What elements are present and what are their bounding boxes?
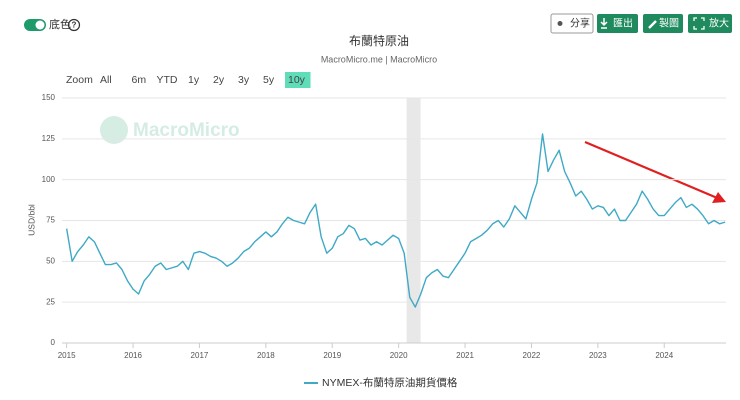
data-line [65, 133, 726, 308]
zoom-option: All [100, 74, 112, 86]
button-label: 分享 [570, 17, 590, 30]
icon [693, 17, 705, 30]
button-box [597, 14, 638, 33]
button-label: 匯出 [613, 17, 633, 30]
zoom-button[interactable]: 6m [132, 74, 147, 86]
watermark: MacroMicro [100, 116, 240, 144]
trend-arrowhead [712, 192, 726, 203]
share-button[interactable]: 分享 [550, 13, 594, 34]
watermark-text: MacroMicro [133, 120, 240, 141]
zoom-option: 3y [238, 74, 250, 86]
zoom-option: 2y [213, 74, 225, 86]
y-tick-label: 100 [42, 175, 56, 184]
y-tick-label: 25 [46, 297, 55, 306]
zoom-selected-bg [285, 72, 311, 88]
icon [557, 21, 563, 26]
chart-title: 布蘭特原油 [349, 33, 409, 48]
x-tick-label: 2016 [124, 351, 142, 360]
zoom-label: Zoom [66, 74, 93, 86]
zoom-button[interactable]: 3y [238, 74, 250, 86]
legend-item[interactable]: NYMEX-布蘭特原油期貨價格 [304, 376, 458, 389]
x-tick-label: 2015 [58, 351, 76, 360]
x-tick-label: 2023 [589, 351, 607, 360]
x-tick-label: 2017 [191, 351, 209, 360]
icon [648, 20, 657, 29]
help-icon[interactable] [67, 18, 81, 32]
zoom-option: 1y [188, 74, 200, 86]
watermark-logo [100, 116, 128, 144]
zoom-option: 10y [288, 74, 306, 86]
zoom-button[interactable]: YTD [157, 74, 178, 86]
y-tick-label: 0 [51, 338, 56, 347]
trend-arrow [584, 140, 723, 202]
zoom-option: 6m [132, 74, 147, 86]
y-tick-label: 125 [42, 134, 56, 143]
toggle-knob [35, 20, 45, 30]
zoom-option: YTD [157, 74, 178, 86]
x-tick-label: 2022 [523, 351, 541, 360]
button-box [550, 13, 594, 34]
draw-button[interactable]: 製圖 [643, 14, 683, 33]
button-box [643, 14, 683, 33]
expand-button[interactable]: 放大 [688, 14, 732, 33]
button-box [688, 14, 732, 33]
y-tick-label: 75 [46, 216, 55, 225]
button-label: 放大 [709, 17, 729, 30]
zoom-button[interactable]: All [100, 74, 112, 86]
button-label: 製圖 [659, 17, 679, 30]
chart-subtitle: MacroMicro.me | MacroMicro [321, 54, 437, 64]
zoom-button[interactable]: 1y [188, 74, 200, 86]
x-tick-label: 2021 [456, 351, 474, 360]
zoom-button[interactable]: 2y [213, 74, 225, 86]
y-axis-label: USD/bbl [26, 204, 36, 236]
toggle-label: 底色 [49, 17, 71, 31]
y-tick-label: 150 [42, 93, 56, 102]
x-tick-label: 2018 [257, 351, 275, 360]
legend-label: NYMEX-布蘭特原油期貨價格 [322, 376, 458, 389]
bg-toggle[interactable] [24, 19, 46, 31]
zoom-button[interactable]: 10y [285, 72, 311, 88]
y-tick-label: 50 [46, 256, 55, 265]
zoom-option: 5y [263, 74, 275, 86]
x-tick-label: 2020 [390, 351, 408, 360]
icon [600, 18, 608, 29]
export-button[interactable]: 匯出 [597, 14, 638, 33]
zoom-button[interactable]: 5y [263, 74, 275, 86]
help-text: ? [72, 21, 77, 30]
x-tick-label: 2019 [323, 351, 341, 360]
x-tick-label: 2024 [655, 351, 673, 360]
